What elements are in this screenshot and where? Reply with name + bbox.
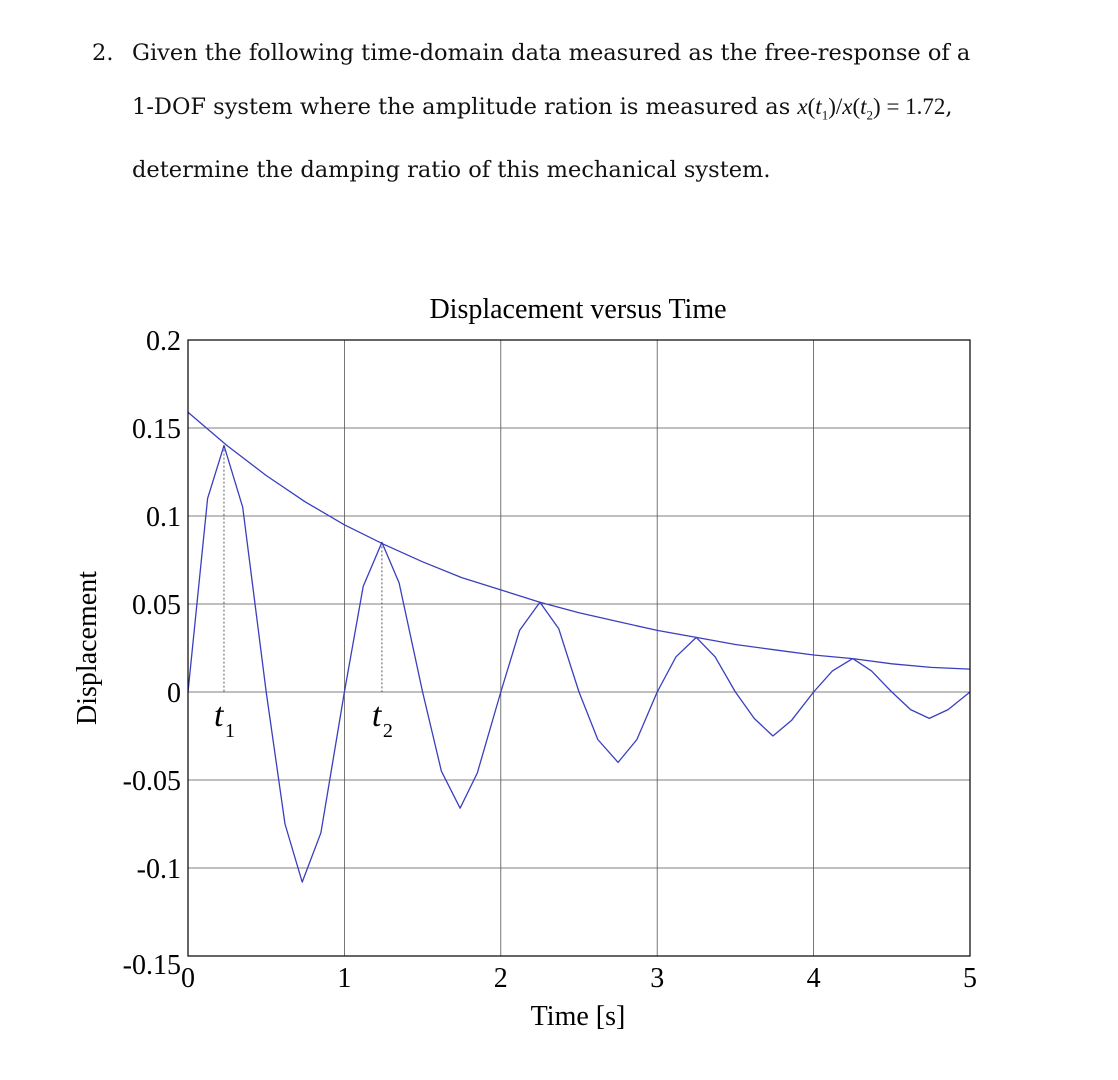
y-tick-label: -0.1 <box>137 854 181 885</box>
peak-time-label: t <box>372 697 383 734</box>
chart-title: Displacement versus Time <box>429 294 726 325</box>
x-tick-label: 5 <box>963 963 977 994</box>
problem-text-line-2: 1-DOF system where the amplitude ration … <box>132 94 791 120</box>
series-line-displacement <box>187 444 971 883</box>
y-tick-label: 0.2 <box>146 326 181 357</box>
peak-time-subscript: 1 <box>225 720 235 742</box>
x-tick-label: 4 <box>807 963 821 994</box>
y-tick-label: -0.05 <box>123 766 181 797</box>
plot-frame <box>187 339 971 957</box>
x-tick-label: 3 <box>650 963 664 994</box>
problem-line-3: determine the damping ratio of this mech… <box>92 143 1082 197</box>
x-tick-label: 1 <box>337 963 351 994</box>
x-tick-label: 2 <box>494 963 508 994</box>
amplitude-ratio-formula: x(t1)/x(t2) = 1.72 <box>797 94 946 123</box>
problem-line-2: 1-DOF system where the amplitude ration … <box>132 94 953 123</box>
problem-statement: 2. Given the following time-domain data m… <box>92 26 1082 197</box>
series-lines <box>187 411 971 883</box>
problem-line-1: 2. Given the following time-domain data m… <box>92 26 1082 80</box>
y-tick-label: -0.15 <box>123 950 181 981</box>
x-tick-label: 0 <box>181 963 195 994</box>
ratio-value: 1.72 <box>905 94 946 119</box>
problem-text-line-3: determine the damping ratio of this mech… <box>132 156 771 183</box>
peak-time-label: t <box>214 697 225 734</box>
x-axis-label: Time [s] <box>531 1001 626 1032</box>
y-tick-label: 0.1 <box>146 502 181 533</box>
grid-lines <box>188 340 970 956</box>
y-axis-label: Displacement <box>72 571 103 725</box>
problem-number: 2. <box>92 40 114 66</box>
tick-labels: 0 1 2 3 4 5 0.2 0.15 0.1 0.05 0 -0.05 -0.1 -0.15 <box>123 326 977 994</box>
series-line-decay-envelope <box>187 411 971 670</box>
y-tick-label: 0 <box>167 678 181 709</box>
y-tick-label: 0.15 <box>132 414 181 445</box>
y-tick-label: 0.05 <box>132 590 181 621</box>
peak-time-subscript: 2 <box>383 720 393 742</box>
problem-text-line-1: Given the following time-domain data mea… <box>132 40 971 66</box>
